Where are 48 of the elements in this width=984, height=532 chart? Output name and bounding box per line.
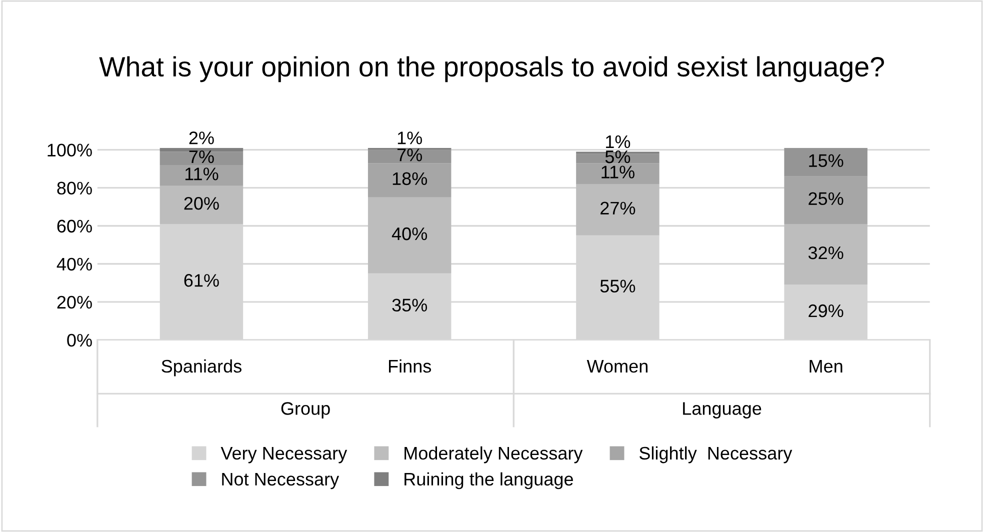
data-label: 20%: [184, 197, 219, 210]
y-tick-label: 100%: [48, 144, 92, 157]
data-label: 18%: [392, 172, 428, 186]
y-tick-label: 60%: [57, 220, 92, 233]
x-tick-label: Women: [586, 360, 648, 373]
data-label: 35%: [392, 298, 428, 312]
y-tick-label: 80%: [57, 182, 92, 195]
bar: [576, 163, 660, 184]
bar: [784, 148, 868, 176]
data-label: 29%: [808, 304, 844, 318]
legend-label: Slightly Necessary: [640, 446, 792, 464]
data-label: 32%: [808, 246, 844, 260]
bar: [160, 186, 244, 224]
bar: [160, 165, 244, 186]
data-label: 11%: [185, 168, 218, 180]
legend-label: Moderately Necessary: [404, 446, 583, 464]
data-label: 55%: [600, 280, 636, 293]
x-tick-label: Finns: [388, 359, 432, 373]
data-label: 1%: [398, 132, 422, 144]
text: Language: [683, 402, 762, 418]
bar: [368, 150, 452, 164]
data-label: 7%: [189, 150, 214, 164]
x-tick-label: Men: [810, 360, 842, 373]
data-label: 1%: [606, 135, 630, 148]
chart-title: What is your opinion on the proposals to avoid sexist language?: [99, 56, 884, 82]
legend-label: Ruining the language: [404, 472, 573, 490]
text: Group: [281, 402, 330, 418]
data-label: 7%: [397, 148, 422, 162]
bar: [368, 163, 452, 198]
data-label: 27%: [600, 202, 636, 214]
data-label: 5%: [605, 150, 630, 164]
data-label: 25%: [808, 192, 844, 206]
legend-label: Not Necessary: [222, 472, 340, 490]
bar: [160, 152, 244, 166]
data-label: 40%: [392, 227, 428, 240]
y-tick-label: 0%: [67, 334, 92, 347]
data-label: 2%: [189, 132, 214, 144]
bar: [368, 197, 452, 274]
legend-label: Very Necessary: [220, 447, 348, 464]
y-tick-label: 40%: [56, 258, 92, 271]
data-label: 15%: [809, 154, 844, 168]
x-tick-label: Spaniards: [162, 359, 242, 376]
data-label: 11%: [602, 166, 634, 178]
bar: [784, 224, 868, 285]
bar: [784, 176, 868, 224]
bar: [576, 184, 660, 236]
data-label: 61%: [184, 274, 219, 287]
y-tick-label: 20%: [57, 296, 92, 309]
